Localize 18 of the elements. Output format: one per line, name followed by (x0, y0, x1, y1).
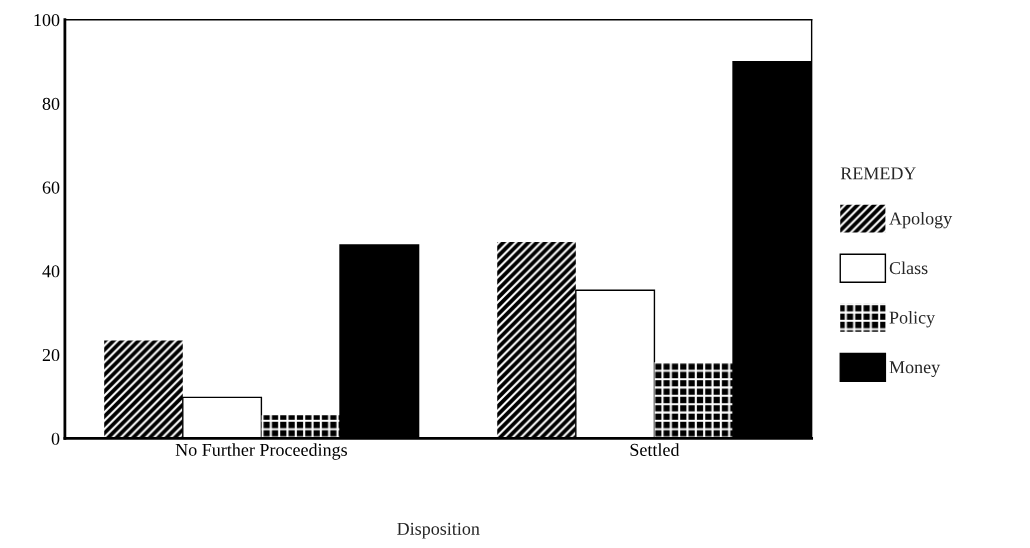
x-tick-label: No Further Proceedings (175, 443, 347, 460)
legend-title: REMEDY (840, 167, 917, 180)
legend-label: Policy (889, 311, 936, 328)
x-axis-title: Disposition (397, 522, 480, 539)
bar (497, 242, 576, 439)
y-tick-label: 20 (42, 348, 60, 362)
x-tick-label: Settled (630, 443, 680, 456)
y-tick-label: 60 (42, 181, 60, 194)
bar (104, 340, 183, 439)
legend-label: Money (889, 361, 941, 377)
y-tick-label: 100 (34, 13, 60, 27)
y-tick-label: 40 (42, 265, 60, 278)
bar (654, 362, 734, 439)
y-tick-label: 0 (51, 432, 60, 445)
legend-label: Apology (889, 211, 953, 229)
bar (261, 415, 341, 439)
legend-label: Class (889, 261, 928, 275)
y-tick-label: 80 (42, 97, 60, 110)
